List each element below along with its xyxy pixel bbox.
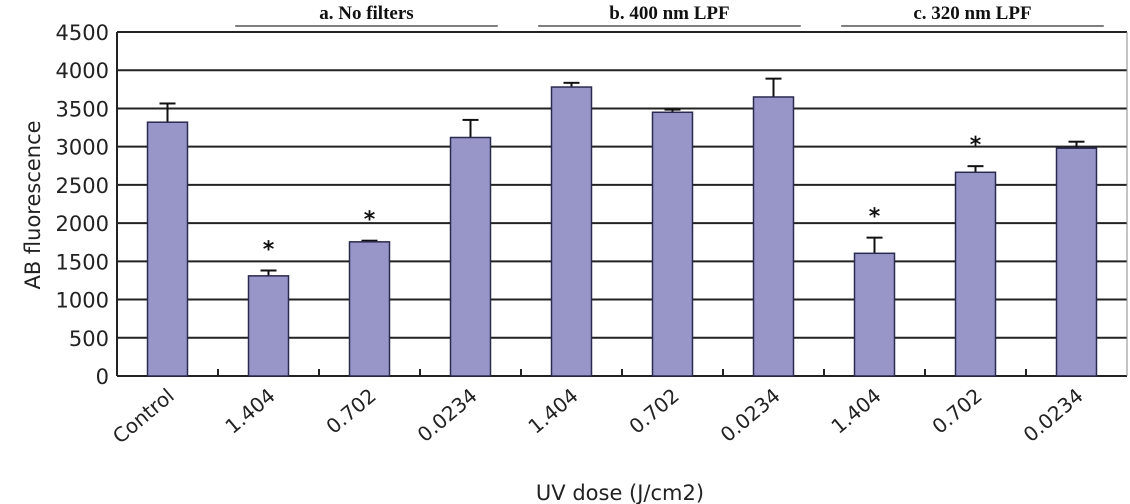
x-tick-label: 0.0234 xyxy=(1019,383,1088,446)
bar xyxy=(1055,147,1098,377)
bar xyxy=(550,86,593,377)
x-tick-label: 1.404 xyxy=(523,383,582,438)
y-tick-label: 3000 xyxy=(56,136,109,160)
bar xyxy=(348,241,391,377)
bar xyxy=(146,121,189,377)
group-label: a. No filters xyxy=(319,3,413,24)
y-tick-labels: 0 500 1000 1500 2000 2500 3000 3500 4000 4500 xyxy=(56,21,109,389)
group-label: b. 400 nm LPF xyxy=(609,3,729,24)
y-tick-label: 4500 xyxy=(56,21,109,45)
significance-marker: * xyxy=(970,133,982,158)
y-tick-label: 1000 xyxy=(56,289,109,313)
significance-marker: * xyxy=(364,208,376,233)
y-tick-label: 3500 xyxy=(56,97,109,121)
x-tick-label: Control xyxy=(108,383,179,448)
bar xyxy=(651,111,694,377)
x-tick-label: 1.404 xyxy=(220,383,279,438)
y-tick-label: 0 xyxy=(96,365,109,389)
bar xyxy=(853,252,896,377)
bar xyxy=(752,96,795,377)
x-tick-labels: Control 1.404 0.702 0.0234 1.404 0.702 0.0234 1… xyxy=(108,383,1088,448)
y-tick-label: 2000 xyxy=(56,212,109,236)
x-tick-label: 0.702 xyxy=(321,383,380,438)
x-tick-label: 0.702 xyxy=(927,383,986,438)
y-tick-label: 2500 xyxy=(56,174,109,198)
y-tick-label: 4000 xyxy=(56,59,109,83)
x-tick-label: 0.0234 xyxy=(716,383,785,446)
y-axis-label: AB fluorescence xyxy=(21,120,45,289)
bar xyxy=(449,136,492,377)
x-axis-label: UV dose (J/cm2) xyxy=(536,481,704,504)
x-tick-label: 1.404 xyxy=(826,383,885,438)
bars: * * * * xyxy=(146,77,1098,377)
group-label: c. 320 nm LPF xyxy=(913,3,1031,24)
x-tick-label: 0.0234 xyxy=(413,383,482,446)
x-tick-label: 0.702 xyxy=(624,383,683,438)
y-tick-label: 1500 xyxy=(56,250,109,274)
y-tick-label: 500 xyxy=(69,327,109,351)
significance-marker: * xyxy=(869,205,881,230)
bar xyxy=(247,275,290,377)
bar xyxy=(954,171,997,377)
significance-marker: * xyxy=(263,238,275,263)
group-headers: a. No filters b. 400 nm LPF c. 320 nm LPF xyxy=(235,3,1104,27)
